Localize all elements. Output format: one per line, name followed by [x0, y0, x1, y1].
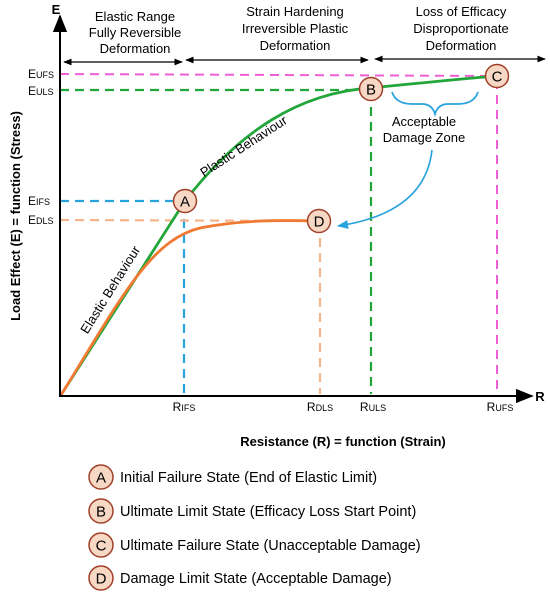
x-axis-letter: R	[535, 389, 545, 404]
elastic-behaviour-label: Elastic Behaviour	[77, 242, 143, 336]
legend-item-d: D Damage Limit State (Acceptable Damage)	[88, 565, 392, 591]
legend-item-a: A Initial Failure State (End of Elastic …	[88, 464, 377, 490]
region-elastic-line2: Fully Reversible	[89, 25, 181, 40]
damage-zone-arrow	[336, 149, 433, 229]
x-axis-title: Resistance (R) = function (Strain)	[240, 434, 446, 449]
damage-curve	[59, 219, 319, 396]
annotation-line2: Damage Zone	[383, 130, 465, 145]
point-a-marker: A	[172, 188, 198, 214]
x-tick-rifs: RIFS	[173, 400, 196, 414]
y-tick-eifs: EIFS	[28, 194, 50, 208]
x-tick-ruls: RULS	[360, 400, 386, 414]
legend-text-c: Ultimate Failure State (Unacceptable Dam…	[120, 538, 421, 554]
region-loss-line3: Deformation	[426, 38, 497, 53]
point-d-letter: D	[314, 214, 325, 231]
x-tick-rufs: RUFS	[487, 400, 514, 414]
region-hardening-line2: Irreversible Plastic	[242, 21, 349, 36]
y-axis-letter: E	[52, 2, 61, 17]
region-elastic-line3: Deformation	[100, 41, 171, 56]
region-loss-line2: Disproportionate	[413, 21, 508, 36]
legend-item-b: B Ultimate Limit State (Efficacy Loss St…	[88, 498, 416, 524]
y-tick-eufs: EUFS	[28, 67, 54, 81]
point-b-letter: B	[366, 82, 376, 99]
legend-item-c: C Ultimate Failure State (Unacceptable D…	[88, 532, 421, 558]
annotation-line1: Acceptable	[392, 114, 456, 129]
region-loss-line1: Loss of Efficacy	[416, 4, 507, 19]
legend-letter-c: C	[96, 538, 107, 555]
y-tick-euls: EULS	[28, 84, 54, 98]
y-tick-edls: EDLS	[28, 213, 54, 227]
legend-text-d: Damage Limit State (Acceptable Damage)	[120, 571, 392, 587]
region-hardening-line3: Deformation	[260, 38, 331, 53]
region-hardening-header: Strain Hardening Irreversible Plastic De…	[242, 4, 349, 53]
legend-text-a: Initial Failure State (End of Elastic Li…	[120, 470, 377, 486]
legend-letter-d: D	[96, 571, 107, 588]
y-axis-title: Load Effect (E) = function (Stress)	[8, 111, 23, 321]
legend-letter-b: B	[96, 504, 106, 521]
legend: A Initial Failure State (End of Elastic …	[88, 464, 421, 591]
point-d-marker: D	[306, 208, 332, 234]
region-loss-header: Loss of Efficacy Disproportionate Deform…	[413, 4, 508, 53]
region-elastic-header: Elastic Range Fully Reversible Deformati…	[89, 9, 181, 56]
legend-text-b: Ultimate Limit State (Efficacy Loss Star…	[120, 504, 416, 520]
plastic-curve	[59, 74, 498, 396]
point-c-marker: C	[484, 63, 510, 89]
region-elastic-line1: Elastic Range	[95, 9, 175, 24]
point-c-letter: C	[492, 69, 503, 86]
point-a-letter: A	[180, 194, 190, 211]
plastic-behaviour-label: Plastic Behaviour	[197, 112, 290, 180]
x-tick-rdls: RDLS	[307, 400, 333, 414]
point-b-marker: B	[358, 76, 384, 102]
legend-letter-a: A	[96, 470, 106, 487]
region-hardening-line1: Strain Hardening	[246, 4, 344, 19]
ufs-horizontal-dashed-line	[59, 73, 498, 77]
damage-zone-brace	[391, 91, 479, 118]
